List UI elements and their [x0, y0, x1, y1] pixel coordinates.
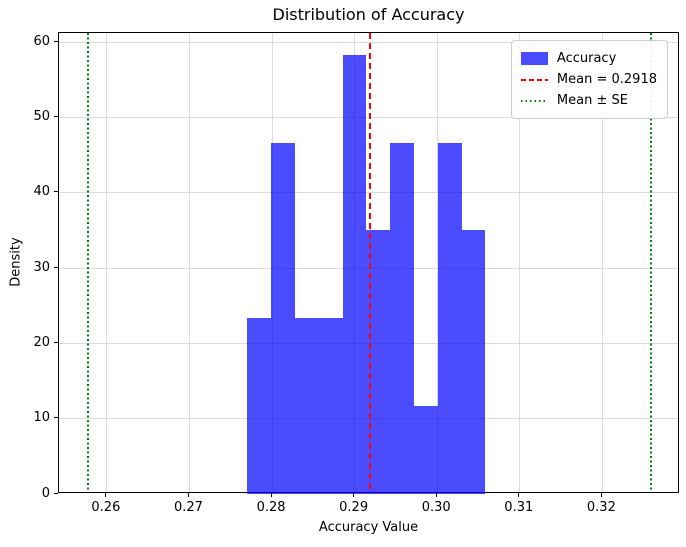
histogram-bar	[271, 142, 296, 494]
y-tick-label: 40	[33, 184, 50, 200]
se-upper-line	[650, 33, 652, 492]
legend-entry-se: Mean ± SE	[520, 90, 657, 111]
legend-entry-accuracy: Accuracy	[520, 48, 657, 69]
x-gridline	[601, 33, 603, 492]
histogram-bar	[319, 318, 344, 494]
x-tick-label: 0.29	[339, 500, 369, 515]
x-tick-label: 0.30	[421, 500, 451, 515]
histogram-bar	[343, 54, 367, 494]
y-tick-label: 60	[33, 33, 50, 49]
y-tick	[54, 115, 58, 117]
legend-label-mean: Mean = 0.2918	[556, 72, 657, 87]
chart-title: Distribution of Accuracy	[272, 5, 465, 24]
x-gridline	[436, 33, 438, 492]
legend-label-accuracy: Accuracy	[556, 51, 617, 66]
x-tick	[105, 493, 107, 497]
y-tick	[54, 492, 58, 494]
histogram-bars-layer	[59, 33, 678, 494]
y-tick-label: 20	[33, 334, 50, 350]
x-tick-label: 0.27	[173, 500, 203, 515]
x-gridline	[519, 33, 521, 492]
y-tick-label: 10	[33, 410, 50, 426]
x-tick-label: 0.32	[586, 500, 616, 515]
histogram-bar	[366, 230, 391, 494]
x-tick	[435, 493, 437, 497]
legend: Accuracy Mean = 0.2918 Mean ± SE	[510, 40, 668, 119]
legend-entry-mean: Mean = 0.2918	[520, 69, 657, 90]
y-tick	[54, 266, 58, 268]
y-tick-label: 50	[33, 108, 50, 124]
x-gridline	[106, 33, 108, 492]
histogram-bar	[247, 318, 272, 494]
y-tick	[54, 341, 58, 343]
legend-swatch-se-dotted-line	[520, 99, 548, 102]
histogram-bar	[461, 230, 486, 494]
mean-line	[368, 33, 371, 492]
y-tick-label: 30	[33, 259, 50, 275]
x-tick-label: 0.28	[256, 500, 286, 515]
x-axis-label: Accuracy Value	[318, 520, 419, 535]
x-tick-label: 0.31	[504, 500, 534, 515]
x-tick	[353, 493, 355, 497]
x-tick	[600, 493, 602, 497]
histogram-bar	[438, 142, 462, 494]
reference-lines-layer	[59, 33, 678, 492]
x-tick	[187, 493, 189, 497]
legend-swatch-mean-dashed-line	[520, 78, 548, 81]
se-lower-line	[87, 33, 89, 492]
y-tick	[54, 40, 58, 42]
y-tick	[54, 191, 58, 193]
histogram-bar	[414, 405, 439, 494]
legend-label-se: Mean ± SE	[556, 93, 628, 108]
histogram-bar	[295, 318, 320, 494]
histogram-bar	[390, 142, 415, 494]
x-gridline	[188, 33, 190, 492]
y-tick	[54, 417, 58, 419]
y-axis-label: Density	[8, 237, 24, 287]
x-tick-label: 0.26	[91, 500, 121, 515]
x-tick	[270, 493, 272, 497]
legend-swatch-accuracy	[520, 52, 548, 65]
x-tick	[518, 493, 520, 497]
y-tick-label: 0	[41, 485, 50, 501]
plot-area: Accuracy Mean = 0.2918 Mean ± SE	[58, 32, 679, 494]
